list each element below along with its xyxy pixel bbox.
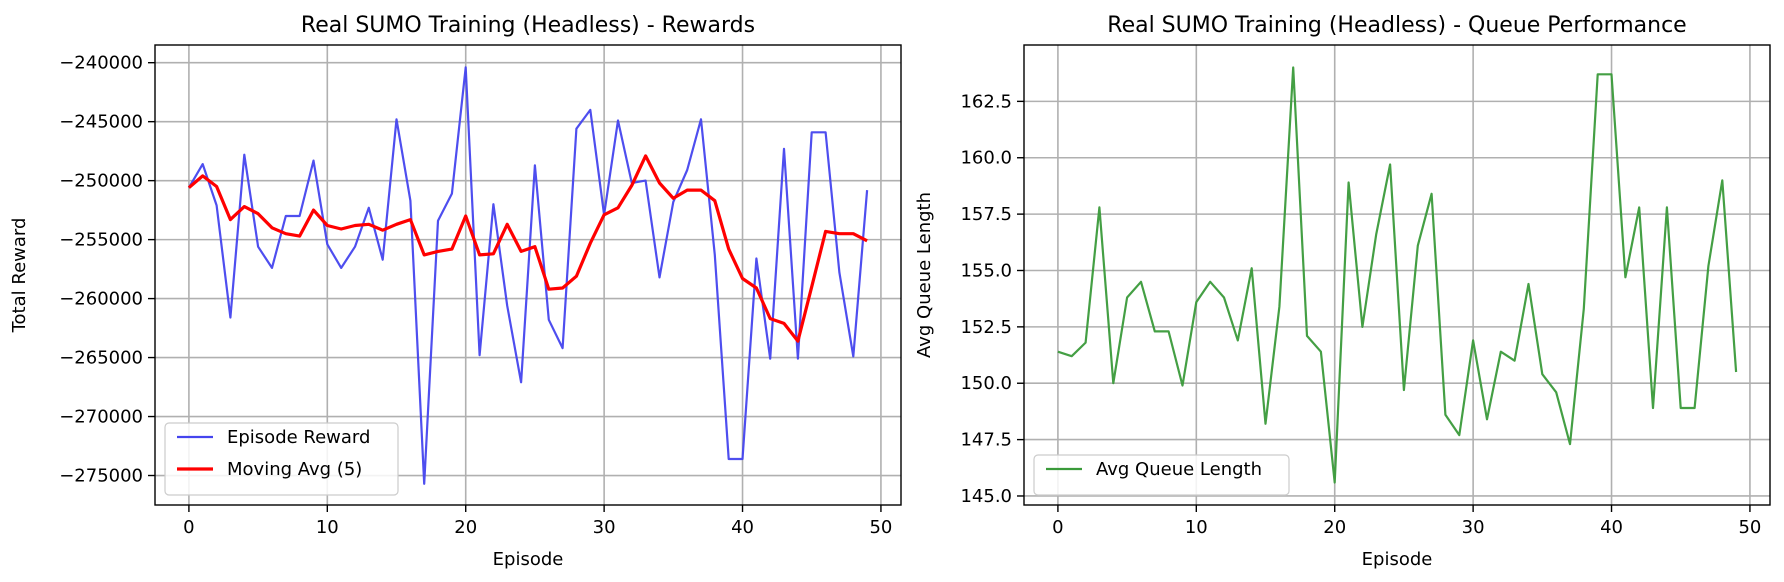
axes-frame (1023, 44, 1771, 506)
x-axis-label: Episode (493, 549, 564, 570)
legend-box (164, 422, 399, 496)
y-tick-label: 157.5 (960, 204, 1012, 225)
legend-label-1: Episode Reward (227, 427, 370, 448)
legend-box (1033, 454, 1290, 496)
x-tick-label: 40 (731, 517, 754, 538)
y-tick-label: 150.0 (960, 373, 1012, 394)
x-tick-label: 0 (183, 517, 194, 538)
y-tick-label: 160.0 (960, 148, 1012, 169)
series-line-1 (1057, 66, 1738, 484)
legend-label-2: Moving Avg (5) (227, 459, 362, 480)
y-axis-label: Total Reward (9, 218, 30, 334)
x-axis-label: Episode (1362, 549, 1433, 570)
y-tick-label: −245000 (59, 112, 143, 133)
chart-title: Real SUMO Training (Headless) - Rewards (301, 13, 755, 38)
y-tick-label: 162.5 (960, 91, 1012, 112)
x-tick-label: 20 (1323, 517, 1346, 538)
x-tick-label: 10 (316, 517, 339, 538)
x-tick-label: 30 (1462, 517, 1485, 538)
y-tick-label: −265000 (59, 348, 143, 369)
x-tick-label: 0 (1052, 517, 1063, 538)
legend-label-1: Avg Queue Length (1096, 459, 1262, 480)
y-axis-label: Avg Queue Length (914, 192, 935, 358)
x-tick-label: 50 (869, 517, 892, 538)
y-tick-label: −275000 (59, 466, 143, 487)
x-tick-label: 20 (454, 517, 477, 538)
y-tick-label: 155.0 (960, 260, 1012, 281)
series-line-2 (187, 154, 868, 343)
y-tick-label: −270000 (59, 407, 143, 428)
y-tick-label: −260000 (59, 289, 143, 310)
series-line-1 (187, 66, 869, 485)
chart-panel-1: 0 10 20 30 40 50 −275000 −270000 −265000 −260000 −… (9, 13, 902, 570)
y-tick-label: 152.5 (960, 317, 1012, 338)
axes-frame (154, 44, 902, 506)
x-tick-label: 40 (1600, 517, 1623, 538)
y-tick-label: −240000 (59, 53, 143, 74)
x-tick-label: 30 (593, 517, 616, 538)
y-tick-label: −250000 (59, 171, 143, 192)
x-tick-label: 50 (1738, 517, 1761, 538)
y-tick-label: 145.0 (960, 486, 1012, 507)
chart-panel-2: 0 10 20 30 40 50 145.0 147.5 150.0 152.5 155.0 157.… (914, 13, 1771, 570)
x-tick-label: 10 (1185, 517, 1208, 538)
y-tick-label: 147.5 (960, 430, 1012, 451)
y-tick-label: −255000 (59, 230, 143, 251)
chart-title: Real SUMO Training (Headless) - Queue Pe… (1107, 13, 1686, 38)
